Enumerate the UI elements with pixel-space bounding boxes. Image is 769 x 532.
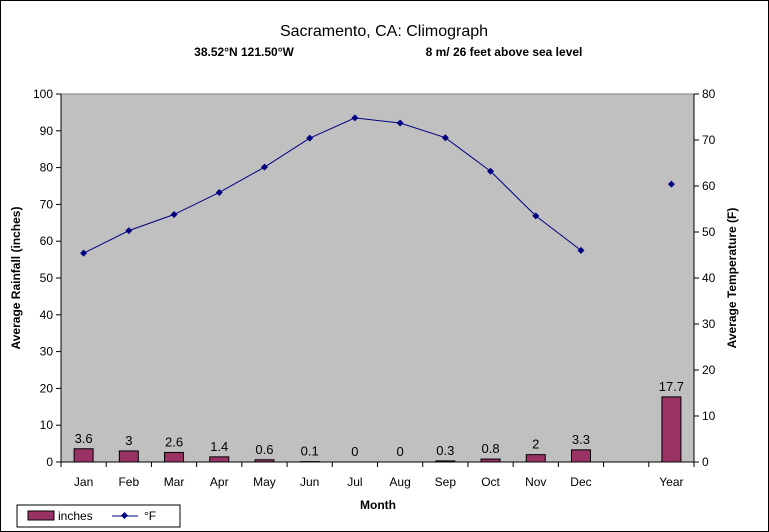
- x-tick-label: Jul: [347, 475, 362, 489]
- temperature-point-feb: [125, 227, 133, 235]
- x-tick-label: Mar: [164, 475, 185, 489]
- bar-data-label: 17.7: [659, 379, 684, 394]
- temperature-point-may: [260, 163, 268, 171]
- y-left-tick-label: 100: [33, 87, 53, 101]
- bar-feb: [118, 450, 139, 463]
- bar-mar: [164, 451, 185, 463]
- bar-data-label: 1.4: [210, 439, 228, 454]
- temperature-point-aug: [396, 119, 404, 127]
- bar-data-label: 0: [351, 444, 358, 459]
- temperature-point-year: [667, 180, 675, 188]
- bar-data-label: 3.3: [572, 432, 590, 447]
- bar-data-label: 2: [532, 437, 539, 452]
- bar-data-label: 0: [396, 444, 403, 459]
- x-tick-label: Apr: [210, 475, 229, 489]
- y-axis-left-title: Average Rainfall (inches): [9, 207, 23, 350]
- temperature-point-jan: [80, 249, 88, 257]
- legend-box: [16, 504, 181, 528]
- temperature-point-sep: [441, 134, 449, 142]
- y-axis-right-title: Average Temperature (F): [725, 208, 739, 349]
- temperature-point-nov: [532, 212, 540, 220]
- x-tick-label: Nov: [525, 475, 546, 489]
- temperature-point-oct: [487, 167, 495, 175]
- temperature-point-jun: [306, 134, 314, 142]
- y-left-tick-label: 70: [40, 197, 54, 211]
- bar-data-label: 3: [125, 433, 132, 448]
- x-tick-label: Jan: [74, 475, 93, 489]
- x-axis-title: Month: [360, 498, 396, 512]
- bar-data-label: 3.6: [75, 431, 93, 446]
- bar-jan: [73, 448, 94, 463]
- x-tick-label: Dec: [570, 475, 591, 489]
- bar-data-label: 0.1: [301, 444, 319, 459]
- temperature-point-jul: [351, 114, 359, 122]
- temperature-point-apr: [215, 188, 223, 196]
- y-right-tick-label: 60: [702, 179, 716, 193]
- legend: inches °F: [16, 504, 181, 528]
- y-right-tick-label: 10: [702, 409, 716, 423]
- y-left-tick-label: 20: [40, 381, 54, 395]
- y-right-tick-label: 50: [702, 225, 716, 239]
- y-left-tick-label: 90: [40, 124, 54, 138]
- bar-data-label: 0.3: [436, 443, 454, 458]
- y-left-tick-label: 50: [40, 271, 54, 285]
- bar-apr: [209, 456, 230, 463]
- x-tick-label: Aug: [389, 475, 410, 489]
- bar-data-label: 0.8: [481, 441, 499, 456]
- x-tick-label: Jun: [300, 475, 319, 489]
- bar-data-label: 2.6: [165, 434, 183, 449]
- y-right-tick-label: 30: [702, 317, 716, 331]
- legend-swatch-inches: [27, 510, 55, 521]
- x-tick-label: Oct: [481, 475, 500, 489]
- x-tick-label: Feb: [118, 475, 139, 489]
- y-left-tick-label: 10: [40, 418, 54, 432]
- y-left-tick-label: 60: [40, 234, 54, 248]
- x-tick-label: Year: [659, 475, 683, 489]
- bar-data-label: 0.6: [255, 442, 273, 457]
- y-right-tick-label: 0: [702, 455, 709, 469]
- temperature-line: [83, 117, 582, 254]
- legend-label-temperature: °F: [144, 509, 156, 523]
- bar-nov: [525, 454, 546, 463]
- y-right-tick-label: 40: [702, 271, 716, 285]
- y-left-tick-label: 0: [46, 455, 53, 469]
- x-tick-label: May: [253, 475, 276, 489]
- chart-subtitle-coordinates: 38.52°N 121.50°W: [194, 45, 294, 59]
- x-tick-label: Sep: [435, 475, 457, 489]
- temperature-point-dec: [577, 246, 585, 254]
- y-right-tick-label: 70: [702, 133, 716, 147]
- y-right-tick-label: 20: [702, 363, 716, 377]
- legend-label-inches: inches: [58, 509, 93, 523]
- y-right-tick-label: 80: [702, 87, 716, 101]
- temperature-point-mar: [170, 211, 178, 219]
- plot-area: [60, 93, 695, 463]
- y-left-tick-label: 30: [40, 345, 54, 359]
- legend-marker-temperature: [120, 511, 129, 520]
- y-left-tick-label: 80: [40, 161, 54, 175]
- chart-subtitle-elevation: 8 m/ 26 feet above sea level: [426, 45, 583, 59]
- bar-year: [661, 396, 682, 463]
- chart-title: Sacramento, CA: Climograph: [280, 23, 488, 40]
- bar-dec: [570, 449, 591, 463]
- y-left-tick-label: 40: [40, 308, 54, 322]
